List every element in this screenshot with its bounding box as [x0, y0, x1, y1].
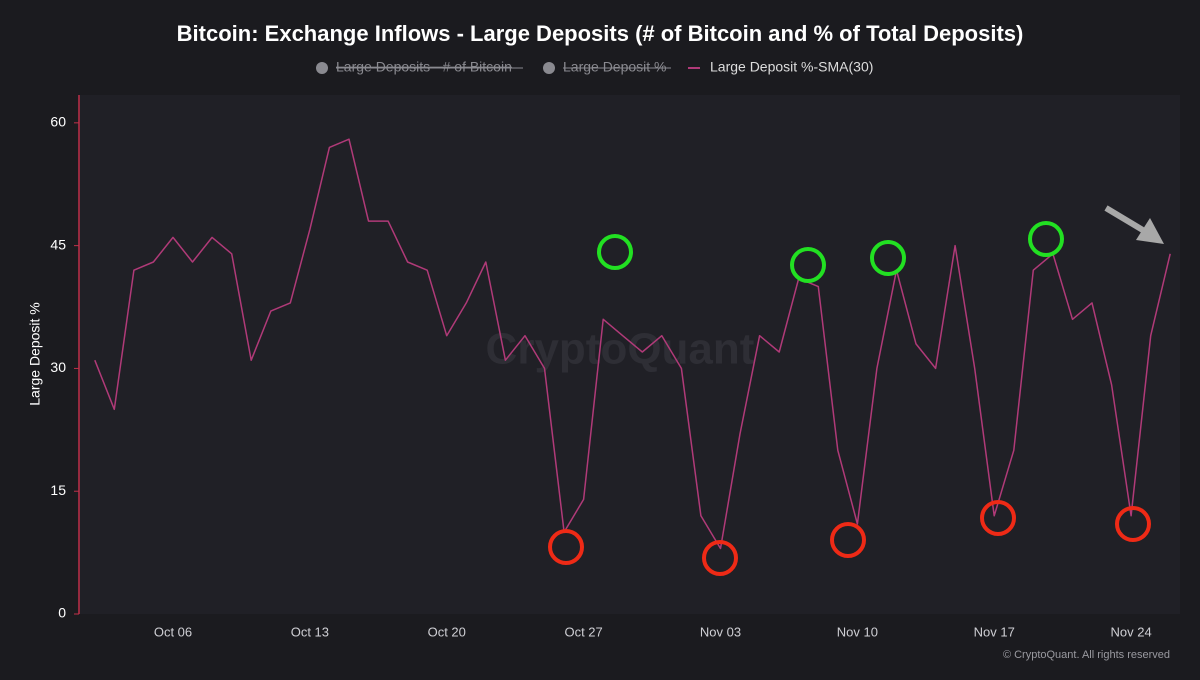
plot-area: [80, 95, 1180, 614]
x-tick-label: Oct 20: [428, 624, 466, 639]
y-tick-label: 0: [58, 605, 66, 621]
annotations: [548, 205, 1164, 576]
legend: Large Deposits - # of Bitcoin Large Depo…: [316, 59, 873, 75]
arrow-head: [1136, 218, 1164, 244]
trough-circle: [702, 540, 738, 576]
x-tick-label: Nov 24: [1111, 624, 1152, 639]
watermark: CryptoQuant: [486, 325, 755, 374]
trough-circle: [980, 500, 1016, 536]
legend-label[interactable]: Large Deposit %-SMA(30): [710, 59, 873, 75]
x-tick-label: Nov 03: [700, 624, 741, 639]
peak-circle: [790, 247, 826, 283]
trough-circle: [830, 522, 866, 558]
legend-label[interactable]: Large Deposits - # of Bitcoin: [336, 59, 512, 75]
x-tick-label: Nov 10: [837, 624, 878, 639]
credit: © CryptoQuant. All rights reserved: [1003, 649, 1170, 661]
trough-circle: [1115, 506, 1151, 542]
y-tick-label: 30: [50, 359, 66, 375]
legend-label[interactable]: Large Deposit %: [563, 59, 667, 75]
series-layer: 0 15 30 45 60 Oct 06 Oct 13 Oct 20 Oct 27 Nov 03 N…: [50, 114, 1171, 639]
x-tick-label: Oct 27: [564, 624, 602, 639]
peak-circle: [1028, 221, 1064, 257]
x-tick-label: Oct 13: [291, 624, 329, 639]
arrow-shaft: [1104, 205, 1148, 235]
trough-circle: [548, 529, 584, 565]
legend-marker: [316, 62, 328, 74]
peak-circle: [597, 234, 633, 270]
y-axis-label: Large Deposit %: [27, 302, 43, 406]
legend-marker: [543, 62, 555, 74]
chart-title: Bitcoin: Exchange Inflows - Large Deposi…: [177, 21, 1024, 46]
x-tick-label: Oct 06: [154, 624, 192, 639]
y-tick-label: 60: [50, 114, 66, 130]
x-tick-label: Nov 17: [974, 624, 1015, 639]
y-tick-label: 15: [50, 482, 66, 498]
y-tick-label: 45: [50, 236, 66, 252]
peak-circle: [870, 240, 906, 276]
data-line: [94, 138, 1171, 550]
